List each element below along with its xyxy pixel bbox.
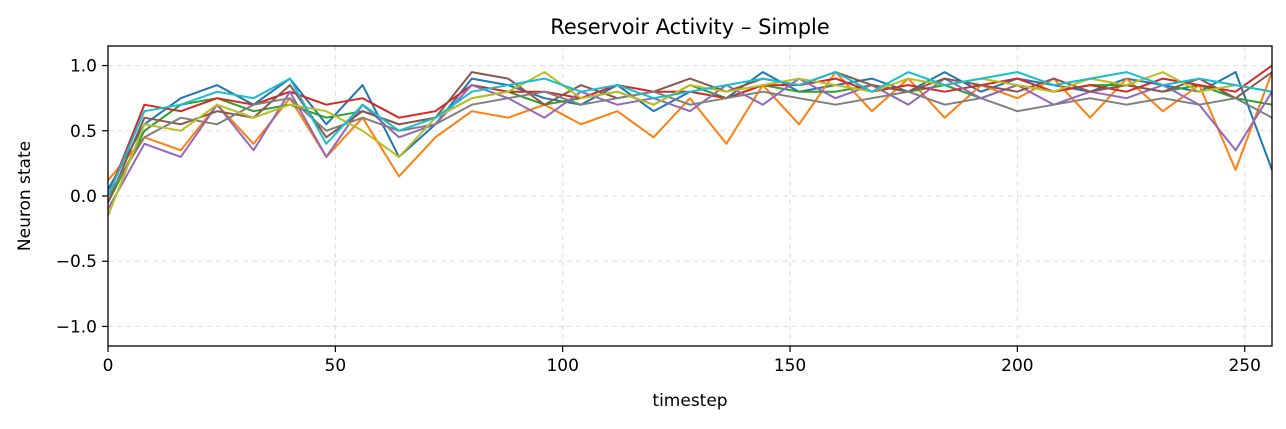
x-tick-label: 0 xyxy=(103,356,114,376)
y-tick-label: −1.0 xyxy=(56,317,97,337)
series-line-9 xyxy=(107,71,1273,197)
series-group xyxy=(107,64,1273,216)
series-line-2 xyxy=(107,71,1273,181)
y-tick-label: 0.5 xyxy=(70,122,97,142)
series-line-5 xyxy=(107,77,1273,210)
x-tick-label: 150 xyxy=(774,356,806,376)
axis-ticks: 0 50 100 150 200 250 −1.0 −0.5 0.0 0.5 1.0 xyxy=(56,57,1261,376)
x-tick-label: 250 xyxy=(1228,356,1260,376)
y-axis-label: Neuron state xyxy=(15,141,35,251)
x-axis-label: timestep xyxy=(652,391,727,411)
chart-title: Reservoir Activity – Simple xyxy=(550,15,830,39)
x-tick-label: 100 xyxy=(546,356,578,376)
y-tick-label: 0.0 xyxy=(70,187,97,207)
y-tick-label: −0.5 xyxy=(56,252,97,272)
y-tick-label: 1.0 xyxy=(70,57,97,77)
series-line-6 xyxy=(107,71,1273,203)
x-tick-label: 50 xyxy=(325,356,347,376)
series-line-7 xyxy=(107,90,1273,197)
x-tick-label: 200 xyxy=(1001,356,1033,376)
series-line-8 xyxy=(107,71,1273,216)
